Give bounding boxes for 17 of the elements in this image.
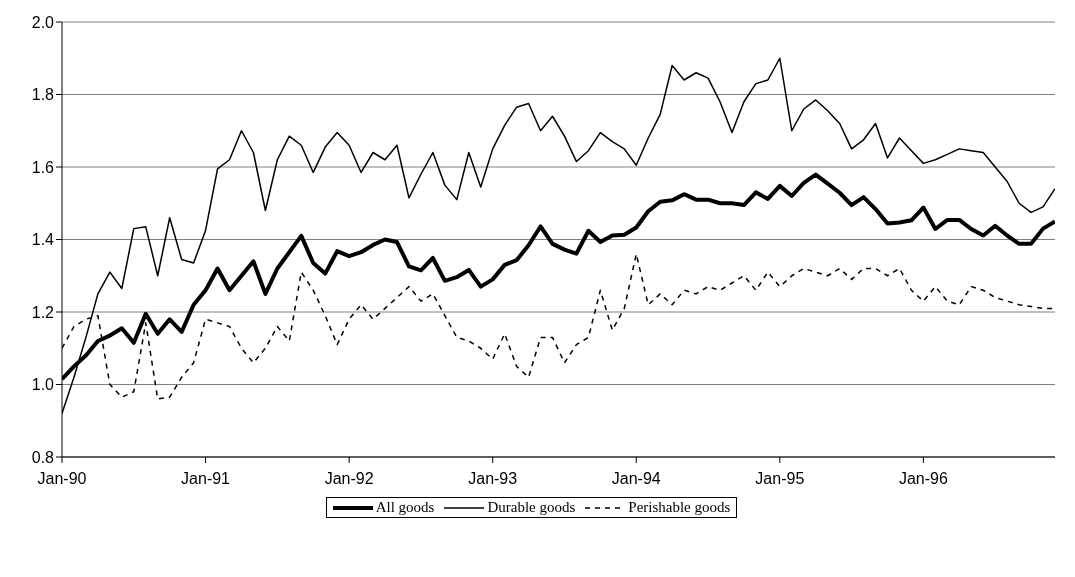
y-tick-label: 2.0 — [31, 13, 55, 31]
y-tick-label: 1.8 — [31, 86, 55, 104]
x-tick-label: Jan-96 — [898, 470, 948, 488]
x-tick-label: Jan-94 — [611, 470, 661, 488]
x-tick-label: Jan-92 — [324, 470, 374, 488]
x-tick-label: Jan-95 — [755, 470, 805, 488]
legend-label: Durable goods — [487, 499, 576, 516]
y-tick-label: 1.0 — [31, 376, 55, 394]
x-tick-label: Jan-93 — [468, 470, 518, 488]
y-tick-label: 1.6 — [31, 158, 55, 176]
x-tick-label: Jan-91 — [181, 470, 231, 488]
x-tick-label: Jan-90 — [37, 470, 87, 488]
y-tick-label: 0.8 — [31, 448, 55, 466]
legend-label: All goods — [375, 499, 435, 516]
y-tick-label: 1.2 — [31, 303, 55, 321]
y-tick-label: 1.4 — [31, 231, 55, 249]
legend-label: Perishable goods — [628, 499, 731, 516]
